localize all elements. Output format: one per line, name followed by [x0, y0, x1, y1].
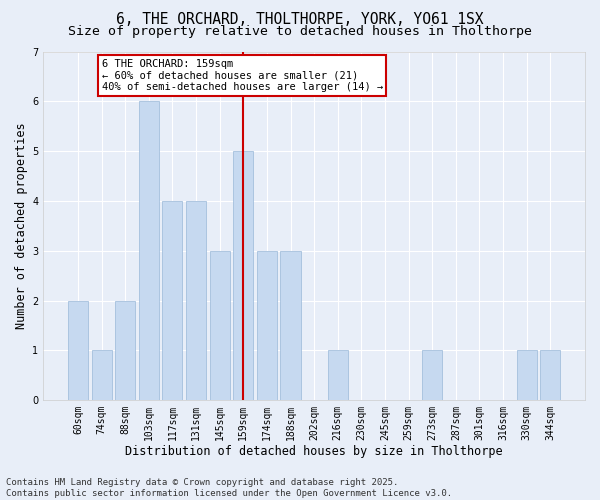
Text: 6, THE ORCHARD, THOLTHORPE, YORK, YO61 1SX: 6, THE ORCHARD, THOLTHORPE, YORK, YO61 1…	[116, 12, 484, 28]
Bar	[517, 350, 537, 400]
Bar	[233, 151, 253, 400]
Bar	[186, 201, 206, 400]
Bar	[328, 350, 348, 400]
Text: 6 THE ORCHARD: 159sqm
← 60% of detached houses are smaller (21)
40% of semi-deta: 6 THE ORCHARD: 159sqm ← 60% of detached …	[101, 59, 383, 92]
Bar	[92, 350, 112, 400]
Bar	[422, 350, 442, 400]
Text: Contains HM Land Registry data © Crown copyright and database right 2025.
Contai: Contains HM Land Registry data © Crown c…	[6, 478, 452, 498]
Bar	[280, 251, 301, 400]
Bar	[209, 251, 230, 400]
Bar	[540, 350, 560, 400]
Text: Size of property relative to detached houses in Tholthorpe: Size of property relative to detached ho…	[68, 25, 532, 38]
X-axis label: Distribution of detached houses by size in Tholthorpe: Distribution of detached houses by size …	[125, 444, 503, 458]
Bar	[68, 300, 88, 400]
Bar	[163, 201, 182, 400]
Y-axis label: Number of detached properties: Number of detached properties	[15, 122, 28, 329]
Bar	[115, 300, 135, 400]
Bar	[139, 102, 159, 400]
Bar	[257, 251, 277, 400]
